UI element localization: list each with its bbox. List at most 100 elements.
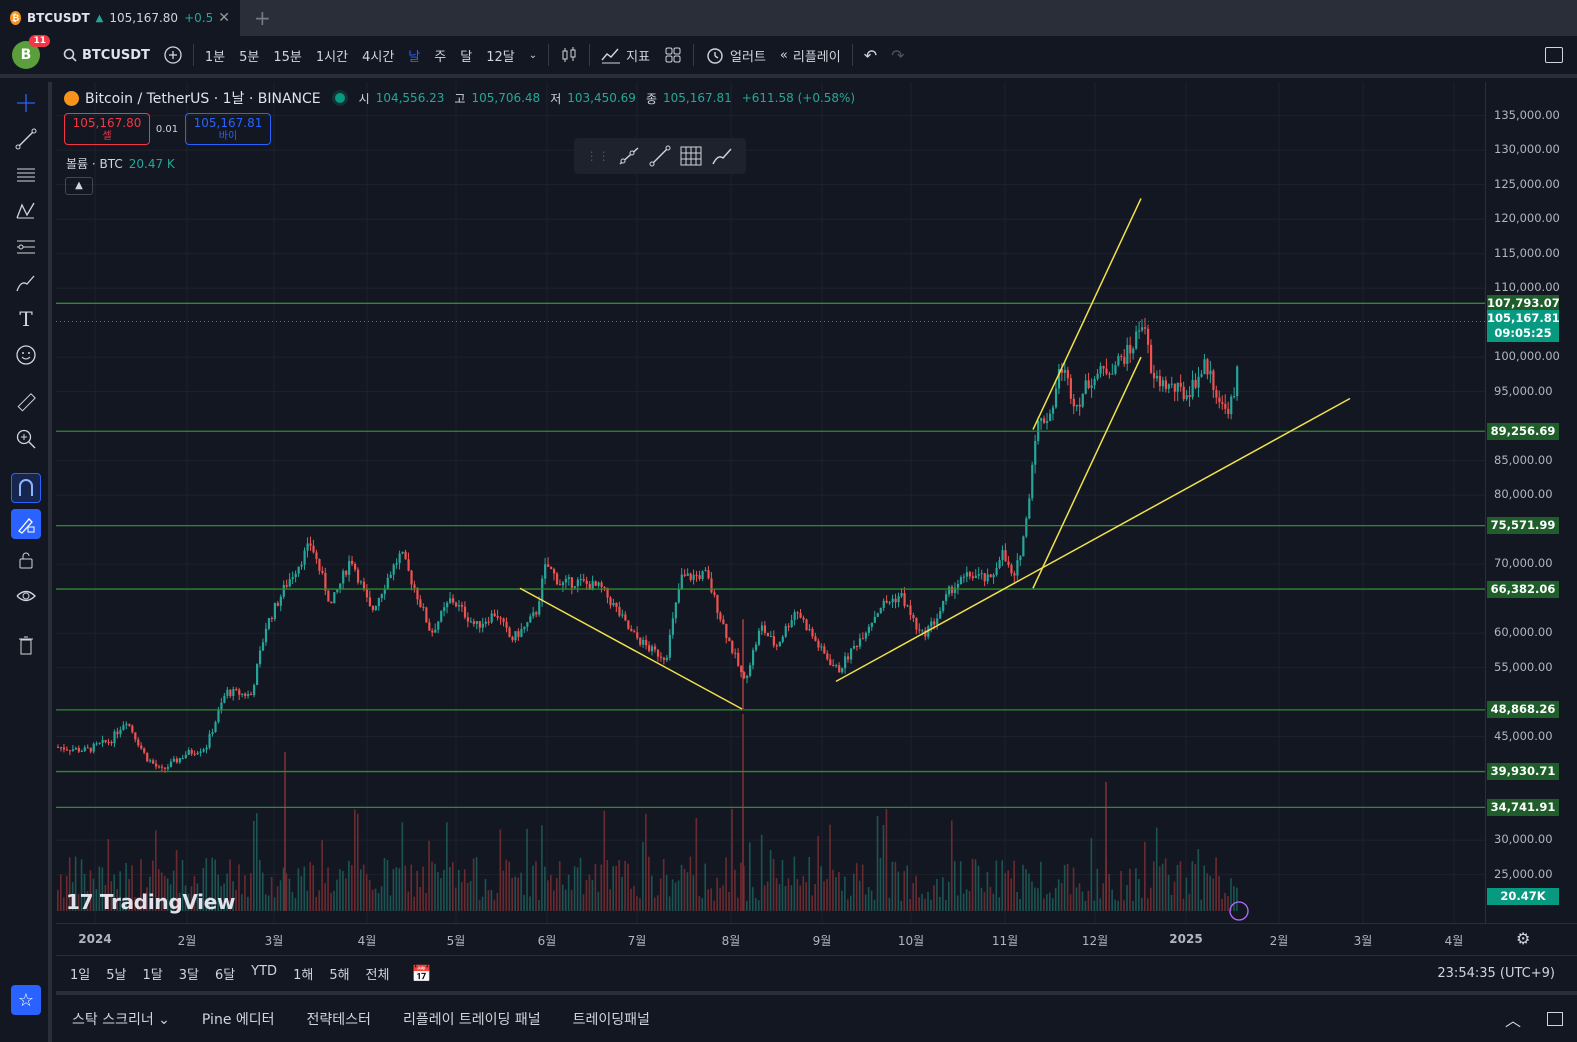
range-2[interactable]: 1달 [142,968,163,983]
range-8[interactable]: 전체 [365,968,390,983]
candle-body [1040,418,1043,421]
lock-icon[interactable] [11,545,41,575]
avatar[interactable]: B 11 [12,35,50,69]
sell-button[interactable]: 105,167.80 셀 [64,113,150,145]
brush-icon[interactable] [11,268,41,298]
trash-icon[interactable] [11,630,41,660]
interval-4[interactable]: 4시간 [362,49,395,65]
forecast-icon[interactable] [11,232,41,262]
range-6[interactable]: 1해 [293,968,314,983]
crosshair-icon[interactable] [11,88,41,118]
candle-body [160,766,164,768]
interval-dropdown[interactable]: ⌄ [522,50,544,61]
avatar-letter: B [20,47,32,63]
text-tool-icon[interactable]: T [19,307,33,331]
candle-body [315,552,318,560]
volume-bar [728,891,730,911]
interval-1[interactable]: 5분 [239,49,260,65]
fullscreen-icon[interactable] [1545,47,1563,63]
interval-3[interactable]: 1시간 [315,49,349,65]
time-scale[interactable]: ⚙ 2024 2월 3월 4월 5월 6월 7월 8월 9월 10월 11월 12월 2025 2월 3월 4… [56,923,1577,955]
range-4[interactable]: 6달 [214,968,236,983]
volume-bar [695,817,698,911]
trend-line-icon[interactable] [11,124,41,154]
buy-button[interactable]: 105,167.81 바이 [185,113,271,145]
interval-0[interactable]: 1분 [204,49,226,65]
range-5[interactable]: YTD [251,964,278,979]
candle-body [977,574,980,576]
layout-button[interactable] [657,46,689,64]
range-3[interactable]: 3달 [178,968,199,983]
range-0[interactable]: 1일 [70,968,91,983]
emoji-icon[interactable] [11,340,41,370]
magnet-icon[interactable] [11,473,41,503]
tradingview-logo[interactable]: 17 TradingView [66,890,235,914]
price-scale[interactable]: 135,000.00 130,000.00 125,000.00 120,000.00… [1485,82,1577,923]
compare-symbol-button[interactable] [157,46,189,64]
close-tab-icon[interactable]: ✕ [218,10,230,26]
range-1[interactable]: 5날 [106,968,127,983]
volume-bar [704,863,707,911]
volume-bar [196,883,199,911]
volume-bar [1016,892,1018,911]
panel-tab-4[interactable]: 트레이딩패널 [572,1011,650,1028]
redo-button[interactable]: ↷ [884,46,911,65]
replay-button[interactable]: « 리플레이 [773,46,848,65]
candle-body [1209,370,1212,375]
panel-tab-3[interactable]: 리플레이 트레이딩 패널 [402,1011,541,1028]
stay-in-drawing-mode-icon[interactable] [11,509,41,539]
current-price: 105,167.81 [1487,311,1560,325]
new-tab-icon[interactable]: + [254,6,271,30]
undo-button[interactable]: ↶ [857,46,884,65]
panel-tab-1[interactable]: Pine 에디터 [201,1011,275,1028]
zoom-in-icon[interactable] [11,424,41,454]
candle-body [1007,561,1010,565]
chart-tab[interactable]: ₿ BTCUSDT ▲ 105,167.80 +0.58% ✕ [0,0,240,36]
candle-body [576,579,579,587]
drag-handle-icon[interactable]: ⋮⋮ [585,149,610,163]
panel-tab-0[interactable]: 스탁 스크리너 ⌄ [72,1011,170,1028]
range-7[interactable]: 5해 [329,968,350,983]
candle-body [1084,380,1087,394]
pattern-icon[interactable] [11,196,41,226]
maximize-panel-icon[interactable] [1547,1011,1563,1026]
interval-5[interactable]: 날 [408,49,421,65]
ruler-icon[interactable] [11,388,41,418]
interval-6[interactable]: 주 [434,49,447,65]
grid-tool-icon[interactable] [679,144,703,168]
interval-2[interactable]: 15분 [273,49,302,65]
panel-tab-2[interactable]: 전략테스터 [306,1011,371,1028]
fib-retracement-icon[interactable] [11,160,41,190]
volume-bar [523,894,525,911]
symbol-search-button[interactable]: BTCUSDT [56,48,157,63]
candle-body [152,760,155,764]
candle-body [888,602,891,604]
eye-icon[interactable] [11,581,41,611]
volume-bar [529,896,531,911]
goto-date-icon[interactable]: 📅 [411,964,432,983]
settings-gear-icon[interactable]: ⚙ [1516,929,1531,948]
minimize-panel-icon[interactable]: ︿ [1504,1010,1521,1030]
interval-7[interactable]: 달 [460,49,473,65]
trend-line-icon[interactable] [648,144,672,168]
clock-readout[interactable]: 23:54:35 (UTC+9) [1437,966,1555,981]
watchlist-star-icon[interactable]: ☆ [11,985,41,1015]
volume-bar [603,810,606,911]
volume-bar [374,888,377,911]
volume-bar [1215,857,1217,911]
volume-bar [1135,868,1137,911]
candle-body [912,614,915,619]
interval-8[interactable]: 12달 [486,49,515,65]
price-chart[interactable] [56,82,1485,923]
chart-type-button[interactable] [553,46,585,64]
collapse-legend-button[interactable]: ▲ [65,177,93,195]
candle-body [921,630,924,632]
volume-bar [356,813,359,911]
brush-icon[interactable] [710,144,734,168]
indicators-button[interactable]: 지표 [594,46,657,65]
volume-bar [270,877,273,911]
alert-button[interactable]: 얼러트 [698,45,773,65]
chart-title[interactable]: Bitcoin / TetherUS · 1날 · BINANCE [85,91,321,107]
volume-bar [579,857,582,911]
ray-line-icon[interactable] [617,144,641,168]
